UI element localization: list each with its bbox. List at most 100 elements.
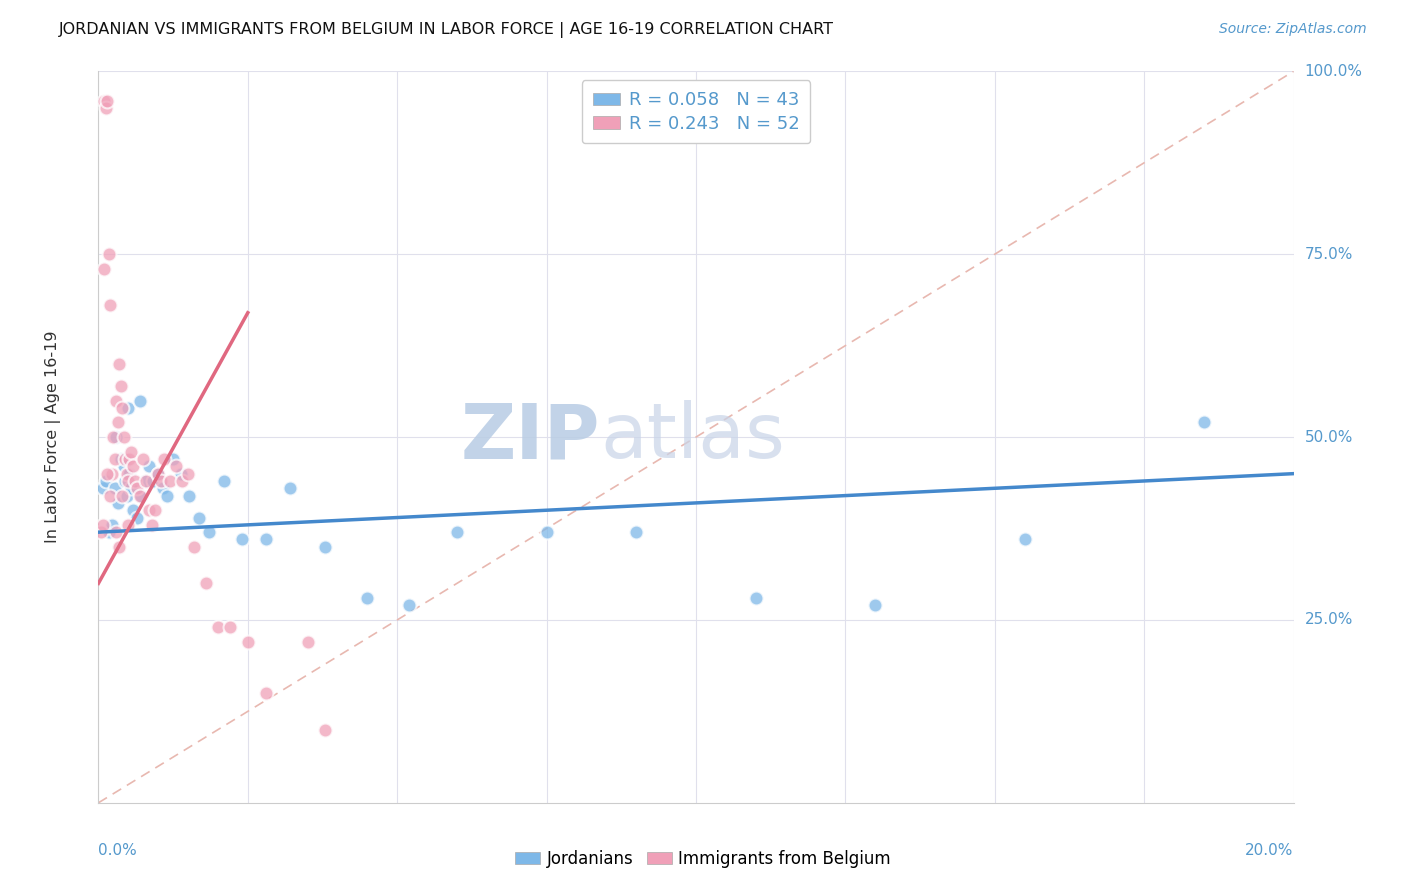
Point: [231, 533, 253, 547]
Point: [115, 489, 138, 503]
Point: [104, 481, 127, 495]
Point: [626, 525, 648, 540]
Point: [120, 444, 142, 458]
Point: [117, 517, 139, 532]
Point: [110, 379, 132, 393]
Point: [111, 489, 134, 503]
Point: [115, 467, 138, 481]
Point: [1014, 533, 1036, 547]
Point: [129, 489, 152, 503]
Point: [117, 474, 139, 488]
Point: [446, 525, 468, 540]
Point: [159, 474, 181, 488]
Point: [118, 467, 141, 481]
Point: [356, 591, 378, 605]
Point: [148, 467, 170, 481]
Text: ZIP: ZIP: [461, 401, 600, 474]
Legend: Jordanians, Immigrants from Belgium: Jordanians, Immigrants from Belgium: [509, 844, 897, 875]
Point: [141, 517, 163, 532]
Point: [170, 467, 193, 481]
Point: [98, 298, 122, 312]
Point: [745, 591, 768, 605]
Point: [278, 481, 301, 495]
Point: [254, 533, 277, 547]
Point: [536, 525, 558, 540]
Point: [127, 510, 149, 524]
Text: 50.0%: 50.0%: [1305, 430, 1353, 444]
Point: [212, 474, 235, 488]
Point: [105, 430, 128, 444]
Point: [134, 474, 156, 488]
Text: 20.0%: 20.0%: [1246, 843, 1294, 858]
Point: [156, 489, 179, 503]
Point: [103, 430, 125, 444]
Point: [98, 489, 122, 503]
Text: 25.0%: 25.0%: [1305, 613, 1353, 627]
Point: [315, 540, 337, 554]
Point: [114, 474, 136, 488]
Point: [91, 481, 114, 495]
Text: 100.0%: 100.0%: [1305, 64, 1362, 78]
Point: [172, 474, 194, 488]
Point: [177, 467, 200, 481]
Point: [117, 401, 139, 415]
Point: [112, 430, 135, 444]
Point: [114, 452, 136, 467]
Point: [100, 467, 122, 481]
Point: [132, 452, 155, 467]
Point: [143, 503, 166, 517]
Point: [127, 481, 149, 495]
Point: [153, 452, 176, 467]
Text: 0.0%: 0.0%: [98, 843, 138, 858]
Point: [107, 496, 129, 510]
Point: [198, 525, 221, 540]
Point: [129, 393, 152, 408]
Text: In Labor Force | Age 16-19: In Labor Force | Age 16-19: [45, 331, 60, 543]
Point: [398, 599, 420, 613]
Point: [187, 510, 209, 524]
Point: [93, 261, 115, 276]
Point: [165, 459, 187, 474]
Point: [91, 517, 114, 532]
Point: [124, 474, 146, 488]
Point: [93, 94, 115, 108]
Text: atlas: atlas: [600, 401, 785, 474]
Point: [179, 489, 201, 503]
Text: 75.0%: 75.0%: [1305, 247, 1353, 261]
Point: [105, 525, 128, 540]
Point: [98, 525, 121, 540]
Point: [131, 489, 153, 503]
Point: [152, 481, 174, 495]
Point: [315, 723, 337, 737]
Point: [162, 452, 184, 467]
Point: [94, 474, 117, 488]
Point: [111, 401, 134, 415]
Point: [138, 503, 160, 517]
Point: [122, 503, 145, 517]
Text: JORDANIAN VS IMMIGRANTS FROM BELGIUM IN LABOR FORCE | AGE 16-19 CORRELATION CHAR: JORDANIAN VS IMMIGRANTS FROM BELGIUM IN …: [59, 22, 834, 38]
Point: [195, 576, 218, 591]
Point: [120, 481, 142, 495]
Point: [105, 393, 128, 408]
Point: [100, 517, 122, 532]
Point: [219, 620, 242, 634]
Point: [297, 635, 319, 649]
Point: [207, 620, 229, 634]
Point: [96, 467, 118, 481]
Point: [98, 247, 121, 261]
Point: [118, 452, 141, 467]
Point: [122, 459, 145, 474]
Point: [112, 459, 135, 474]
Point: [135, 474, 157, 488]
Point: [110, 452, 132, 467]
Text: Source: ZipAtlas.com: Source: ZipAtlas.com: [1219, 22, 1367, 37]
Point: [183, 540, 205, 554]
Point: [142, 474, 165, 488]
Point: [90, 525, 112, 540]
Point: [138, 459, 160, 474]
Point: [108, 540, 131, 554]
Point: [107, 416, 129, 430]
Point: [150, 474, 173, 488]
Point: [96, 94, 118, 108]
Point: [108, 357, 131, 371]
